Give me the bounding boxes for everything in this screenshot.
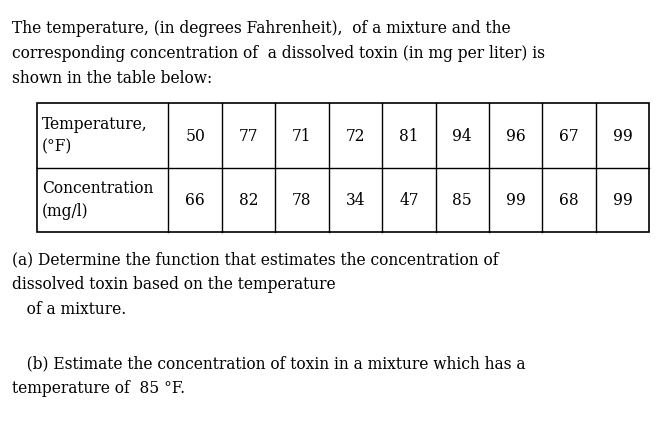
Bar	[37, 104, 649, 232]
Text: 47: 47	[399, 192, 419, 209]
Text: (mg/l): (mg/l)	[42, 203, 89, 220]
Text: 66: 66	[185, 192, 205, 209]
Text: dissolved toxin based on the temperature: dissolved toxin based on the temperature	[12, 276, 336, 293]
Text: 99: 99	[613, 128, 633, 145]
Text: Temperature,: Temperature,	[42, 115, 148, 132]
Text: temperature of  85 °F.: temperature of 85 °F.	[12, 379, 185, 396]
Text: 82: 82	[239, 192, 258, 209]
Text: 94: 94	[452, 128, 472, 145]
Text: 72: 72	[346, 128, 365, 145]
Text: corresponding concentration of  a dissolved toxin (in mg per liter) is: corresponding concentration of a dissolv…	[12, 45, 545, 62]
Text: Concentration: Concentration	[42, 180, 153, 197]
Text: 78: 78	[292, 192, 312, 209]
Text: 71: 71	[292, 128, 312, 145]
Text: 67: 67	[559, 128, 579, 145]
Text: 85: 85	[452, 192, 472, 209]
Text: 68: 68	[559, 192, 579, 209]
Text: 81: 81	[399, 128, 419, 145]
Text: The temperature, (in degrees Fahrenheit),  of a mixture and the: The temperature, (in degrees Fahrenheit)…	[12, 20, 511, 36]
Text: 50: 50	[185, 128, 205, 145]
Text: (°F): (°F)	[42, 138, 73, 155]
Text: shown in the table below:: shown in the table below:	[12, 70, 212, 87]
Text: 34: 34	[346, 192, 365, 209]
Text: (a) Determine the function that estimates the concentration of: (a) Determine the function that estimate…	[12, 250, 498, 267]
Text: (b) Estimate the concentration of toxin in a mixture which has a: (b) Estimate the concentration of toxin …	[12, 354, 525, 371]
Text: 99: 99	[613, 192, 633, 209]
Text: 96: 96	[506, 128, 525, 145]
Text: of a mixture.: of a mixture.	[12, 301, 127, 318]
Text: 99: 99	[506, 192, 525, 209]
Text: 77: 77	[239, 128, 258, 145]
